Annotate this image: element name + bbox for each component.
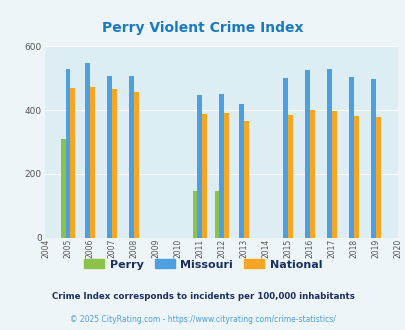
- Bar: [375, 117, 380, 238]
- Bar: [331, 111, 336, 238]
- Bar: [85, 63, 90, 238]
- Bar: [214, 191, 219, 238]
- Bar: [304, 70, 309, 238]
- Bar: [65, 69, 70, 238]
- Bar: [224, 113, 228, 238]
- Text: © 2025 CityRating.com - https://www.cityrating.com/crime-statistics/: © 2025 CityRating.com - https://www.city…: [70, 315, 335, 324]
- Bar: [60, 139, 65, 238]
- Bar: [353, 116, 358, 238]
- Bar: [239, 104, 243, 238]
- Text: Perry Violent Crime Index: Perry Violent Crime Index: [102, 21, 303, 35]
- Bar: [326, 69, 331, 238]
- Bar: [134, 92, 139, 238]
- Bar: [90, 87, 94, 238]
- Bar: [309, 110, 314, 238]
- Bar: [348, 78, 353, 238]
- Bar: [129, 76, 134, 238]
- Bar: [197, 95, 202, 238]
- Bar: [192, 191, 197, 238]
- Bar: [370, 79, 375, 238]
- Bar: [112, 89, 117, 238]
- Bar: [219, 94, 224, 238]
- Bar: [282, 78, 287, 238]
- Bar: [107, 76, 112, 238]
- Legend: Perry, Missouri, National: Perry, Missouri, National: [79, 255, 326, 274]
- Bar: [243, 120, 248, 238]
- Bar: [287, 115, 292, 238]
- Text: Crime Index corresponds to incidents per 100,000 inhabitants: Crime Index corresponds to incidents per…: [51, 292, 354, 301]
- Bar: [202, 114, 207, 238]
- Bar: [70, 88, 75, 238]
